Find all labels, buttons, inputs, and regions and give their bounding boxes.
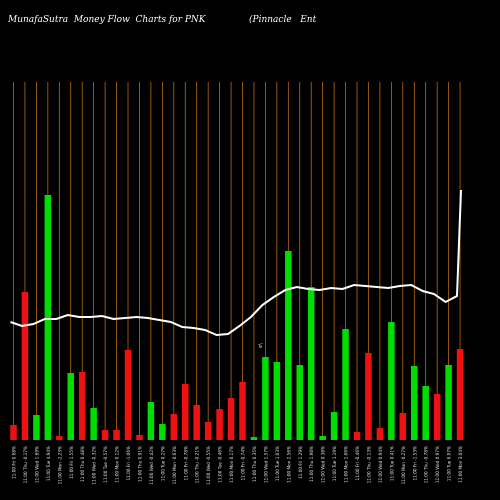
x-tick-label: 11:00 Wed 0.97% [435, 446, 440, 483]
money-flow-bar [239, 382, 246, 440]
x-tick-label: 11:00 Wed 1.69% [34, 446, 39, 483]
money-flow-bar [216, 409, 223, 440]
x-tick-label: 11:00 Tue 0.27% [160, 446, 165, 481]
money-flow-bar [204, 422, 212, 440]
money-flow-bar [365, 353, 372, 440]
x-tick-label: 11:00 Thu -0.21% [195, 446, 200, 483]
money-flow-bar [113, 430, 120, 440]
x-tick-label: 11:00 Tue 0.41% [389, 446, 394, 481]
money-flow-bar [319, 436, 326, 440]
money-flow-bar [262, 357, 269, 440]
money-flow-bar [433, 394, 441, 440]
x-tick-label: 11:00 Thu -0.13% [366, 446, 371, 483]
x-tick-label: 11:00 Mon 3.04% [458, 446, 463, 483]
x-tick-label: 11:00 Fri -0.46% [355, 446, 360, 481]
money-flow-bar [56, 436, 63, 440]
x-tick-label: 11:00 Tue -0.57% [103, 446, 108, 483]
x-tick-label: 11:00 Thu 1.98% [309, 446, 314, 482]
money-flow-bar [44, 195, 52, 440]
money-flow-bar [67, 373, 74, 440]
x-tick-label: 11:00 Fri 0.68% [12, 446, 17, 479]
x-tick-label: 11:00 Tue -0.46% [218, 446, 223, 483]
x-tick-label: 11:00 Wed -0.42% [149, 446, 154, 485]
x-tick-label: 11:00 Wed -0.55% [206, 446, 211, 485]
x-tick-label: 11:00 Wed -0.32% [92, 446, 97, 485]
x-tick-label: 11:00 Tue 4.94% [46, 446, 51, 481]
money-flow-bar [170, 414, 178, 440]
x-tick-label: 11:00 Mon 1.06% [344, 446, 349, 483]
x-tick-label: 11:00 Tue 6.97% [447, 446, 452, 481]
x-tick-label: 11:00 Thu 0.91% [137, 446, 142, 482]
money-flow-bar [90, 408, 97, 440]
money-flow-bar [445, 365, 452, 440]
money-flow-bar [159, 424, 166, 440]
price-line [10, 189, 462, 337]
x-tick-label: 11:00 Thu -0.78% [424, 446, 429, 483]
money-flow-bar [147, 402, 155, 440]
x-tick-label: 11:00 Thu 0.48% [80, 446, 85, 482]
money-flow-bar [307, 287, 315, 440]
money-flow-bar [353, 432, 361, 440]
money-flow-bar [193, 405, 200, 440]
money-flow-bar [399, 413, 407, 440]
money-flow-bar [10, 425, 17, 440]
money-flow-bar [422, 386, 429, 440]
chart-annotation: e\ [258, 343, 264, 348]
x-tick-label: 11:00 Fri 1.55% [69, 446, 74, 479]
money-flow-bar [376, 428, 384, 440]
money-flow-bar [456, 349, 464, 440]
money-flow-bar [411, 366, 418, 440]
company-name: (Pinnacle Ent [249, 15, 317, 25]
chart-title: MunafaSutra Money Flow Charts for PNK [8, 15, 206, 25]
money-flow-bar [136, 435, 143, 440]
x-tick-label: 11:00 Mon 0.17% [229, 446, 234, 483]
x-tick-label: 11:00 Mon -0.63% [172, 446, 177, 484]
money-flow-bar [227, 398, 235, 440]
x-tick-label: 11:00 Tue 1.03% [275, 446, 280, 481]
money-flow-bar [330, 412, 338, 440]
money-flow-bar [33, 415, 40, 440]
money-flow-bar [342, 329, 349, 440]
money-flow-bar [101, 430, 109, 440]
money-flow-bar [296, 365, 303, 440]
x-tick-label: 11:00 Mon 2.56% [286, 446, 291, 483]
x-tick-label: 11:00 Fri 1.29% [298, 446, 303, 479]
x-tick-label: 11:00 Fri -0.78% [183, 446, 188, 481]
money-flow-bar [21, 292, 29, 440]
x-tick-label: 11:00 Thu 0.35% [252, 446, 257, 482]
money-flow-bar [182, 384, 189, 440]
money-flow-bar [124, 350, 132, 440]
x-tick-label: 11:00 Tue 1.19% [332, 446, 337, 481]
x-tick-label: 11:00 Mon -2.23% [57, 446, 62, 484]
x-tick-label: 11:00 Mon -0.27% [401, 446, 406, 484]
x-tick-label: 11:00 Wed 0.94% [378, 446, 383, 483]
money-flow-bar [250, 437, 258, 440]
x-tick-label: 11:00 Wed 0.38% [321, 446, 326, 483]
x-tick-label: 11:00 Fri -1.06% [126, 446, 131, 481]
money-flow-bar [285, 251, 292, 440]
money-flow-bar [273, 362, 281, 440]
money-flow-bar [388, 322, 395, 440]
x-tick-label: 11:00 Wed 1.57% [263, 446, 268, 483]
x-tick-label: 11:00 Mon 0.12% [115, 446, 120, 483]
x-tick-label: 11:00 Fri -0.74% [241, 446, 246, 481]
x-tick-label: 11:00 Thu -0.17% [23, 446, 28, 483]
x-tick-label: 11:00 Fri -1.53% [412, 446, 417, 481]
money-flow-bar [78, 372, 86, 440]
